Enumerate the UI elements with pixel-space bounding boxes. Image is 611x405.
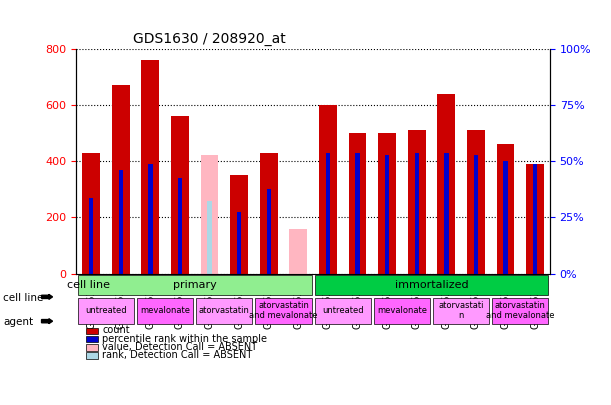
Text: primary: primary — [173, 280, 217, 290]
Text: agent: agent — [3, 317, 33, 327]
Bar — [414, 153, 419, 274]
FancyBboxPatch shape — [196, 298, 252, 324]
Bar — [385, 156, 389, 274]
Bar — [142, 60, 159, 274]
FancyBboxPatch shape — [433, 298, 489, 324]
Bar — [503, 161, 508, 274]
Text: cell line: cell line — [67, 280, 111, 290]
Text: rank, Detection Call = ABSENT: rank, Detection Call = ABSENT — [103, 350, 253, 360]
Bar — [82, 153, 100, 274]
Text: atorvastati
n: atorvastati n — [438, 301, 484, 320]
Text: untreated: untreated — [322, 306, 364, 315]
Bar — [237, 212, 241, 274]
Text: atorvastatin: atorvastatin — [199, 306, 250, 315]
Bar — [474, 156, 478, 274]
Bar — [86, 344, 98, 351]
FancyBboxPatch shape — [315, 298, 371, 324]
Bar — [86, 336, 98, 342]
Bar — [497, 144, 514, 274]
Text: mevalonate: mevalonate — [377, 306, 427, 315]
FancyBboxPatch shape — [137, 298, 193, 324]
Bar — [207, 200, 212, 274]
Bar — [378, 133, 396, 274]
Bar — [112, 85, 130, 274]
Bar — [467, 130, 485, 274]
Bar — [437, 94, 455, 274]
Bar — [86, 328, 98, 334]
Bar — [349, 133, 367, 274]
Text: cell line: cell line — [3, 293, 43, 303]
Text: mevalonate: mevalonate — [140, 306, 190, 315]
FancyBboxPatch shape — [374, 298, 430, 324]
Text: count: count — [103, 325, 130, 335]
Bar — [408, 130, 426, 274]
FancyBboxPatch shape — [492, 298, 549, 324]
Bar — [89, 198, 93, 274]
Text: percentile rank within the sample: percentile rank within the sample — [103, 334, 268, 343]
FancyBboxPatch shape — [78, 275, 312, 295]
Bar — [266, 189, 271, 274]
Text: atorvastatin
and mevalonate: atorvastatin and mevalonate — [249, 301, 318, 320]
Text: atorvastatin
and mevalonate: atorvastatin and mevalonate — [486, 301, 555, 320]
Bar — [86, 352, 98, 359]
FancyBboxPatch shape — [255, 298, 312, 324]
Bar — [148, 164, 153, 274]
Bar — [178, 178, 182, 274]
Bar — [444, 153, 448, 274]
Bar — [326, 153, 330, 274]
FancyBboxPatch shape — [78, 298, 134, 324]
Text: immortalized: immortalized — [395, 280, 468, 290]
Bar — [356, 153, 360, 274]
Text: value, Detection Call = ABSENT: value, Detection Call = ABSENT — [103, 342, 258, 352]
Bar — [200, 156, 219, 274]
Bar — [119, 170, 123, 274]
Text: GDS1630 / 208920_at: GDS1630 / 208920_at — [133, 32, 286, 46]
Bar — [526, 164, 544, 274]
Bar — [290, 229, 307, 274]
Bar — [319, 105, 337, 274]
Text: untreated: untreated — [85, 306, 127, 315]
FancyBboxPatch shape — [315, 275, 549, 295]
Bar — [230, 175, 248, 274]
Bar — [533, 164, 537, 274]
Bar — [171, 116, 189, 274]
Bar — [260, 153, 277, 274]
